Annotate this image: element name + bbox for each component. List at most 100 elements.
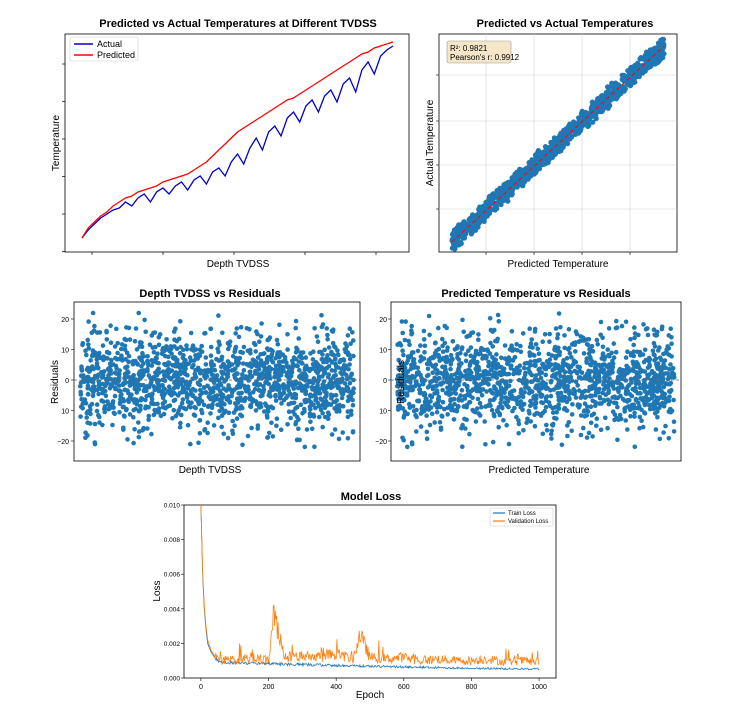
residual-point xyxy=(86,319,91,324)
residual-point xyxy=(489,407,495,413)
residual-point xyxy=(258,334,264,339)
residual-point xyxy=(635,349,640,355)
residual-point xyxy=(85,392,91,397)
residual-point xyxy=(141,388,147,393)
residual-point xyxy=(452,347,458,352)
residual-point xyxy=(104,328,109,334)
chart2-point xyxy=(456,241,463,247)
residual-point xyxy=(460,317,465,323)
residual-point xyxy=(241,344,247,350)
residual-point xyxy=(478,347,484,353)
residual-point xyxy=(254,379,259,385)
residual-point xyxy=(344,376,350,382)
residual-point xyxy=(216,378,222,383)
residual-point xyxy=(610,361,616,367)
residual-point xyxy=(210,389,216,395)
residual-point xyxy=(625,427,630,432)
residual-point xyxy=(166,360,172,366)
residual-point xyxy=(661,403,667,409)
residual-point xyxy=(208,353,214,359)
residual-point xyxy=(399,379,404,385)
residual-point xyxy=(632,335,637,341)
residual-point xyxy=(401,369,407,374)
residual-point xyxy=(80,406,85,411)
residual-point xyxy=(480,387,486,392)
residual-point xyxy=(175,357,180,363)
residual-point xyxy=(552,366,557,372)
residual-point xyxy=(521,375,527,381)
residual-point xyxy=(498,387,504,393)
residual-point xyxy=(424,413,429,419)
residual-point xyxy=(665,376,671,382)
chart2-point xyxy=(616,91,622,97)
residual-point xyxy=(320,382,326,387)
residual-point xyxy=(126,325,132,331)
residual-point xyxy=(463,368,468,374)
residual-point xyxy=(637,353,643,358)
residual-point xyxy=(257,405,262,410)
residual-point xyxy=(281,382,286,387)
residual-point xyxy=(274,423,279,429)
chart4-title: Predicted Temperature vs Residuals xyxy=(441,288,630,300)
chart2-point xyxy=(633,64,639,70)
residual-point xyxy=(157,332,163,337)
residual-point xyxy=(326,412,332,418)
residual-point xyxy=(533,401,539,406)
residual-point xyxy=(463,352,469,357)
residual-point xyxy=(649,392,654,398)
residual-point xyxy=(349,389,355,395)
residual-point xyxy=(90,380,96,385)
residual-point xyxy=(302,409,307,414)
residual-point xyxy=(438,427,444,432)
residual-point xyxy=(234,326,240,331)
residual-point xyxy=(657,405,662,411)
residual-point xyxy=(540,431,546,437)
residual-point xyxy=(448,352,454,358)
chart2-point xyxy=(504,183,510,189)
residual-point xyxy=(529,389,535,395)
residual-point xyxy=(473,384,479,390)
residual-point xyxy=(125,364,130,370)
residual-point xyxy=(580,389,586,395)
residual-point xyxy=(409,323,415,329)
residual-point xyxy=(290,361,296,367)
residual-point xyxy=(533,363,538,369)
residual-point xyxy=(653,356,659,362)
residual-point xyxy=(528,398,533,404)
residual-point xyxy=(313,368,319,374)
residual-point xyxy=(669,387,674,393)
residual-point xyxy=(636,400,641,406)
residual-point xyxy=(544,422,549,428)
residual-point xyxy=(347,356,353,362)
residual-point xyxy=(665,371,671,376)
residual-point xyxy=(655,348,661,353)
residual-point xyxy=(407,342,412,348)
residual-point xyxy=(561,374,567,379)
residual-point xyxy=(305,384,310,389)
residual-point xyxy=(564,355,570,361)
residual-point xyxy=(177,350,183,356)
chart1-lines xyxy=(81,41,394,239)
residual-point xyxy=(426,313,432,319)
chart2-point xyxy=(492,204,498,211)
residual-point xyxy=(436,346,442,352)
residual-point xyxy=(331,352,337,358)
residual-point xyxy=(400,348,405,354)
residual-point xyxy=(483,404,489,409)
residual-point xyxy=(253,408,259,413)
residual-point xyxy=(346,389,351,394)
residual-point xyxy=(350,429,356,434)
residual-point xyxy=(262,351,267,356)
residual-point xyxy=(592,365,598,370)
residual-point xyxy=(419,409,425,415)
residual-point xyxy=(205,420,210,426)
chart2-point xyxy=(541,160,547,166)
residual-point xyxy=(309,426,315,432)
residual-point xyxy=(122,347,128,352)
residual-point xyxy=(173,370,179,375)
chart2-point xyxy=(482,215,488,221)
residual-point xyxy=(567,345,572,351)
residual-point xyxy=(298,402,304,408)
residual-point xyxy=(550,423,556,428)
residual-point xyxy=(122,414,127,419)
